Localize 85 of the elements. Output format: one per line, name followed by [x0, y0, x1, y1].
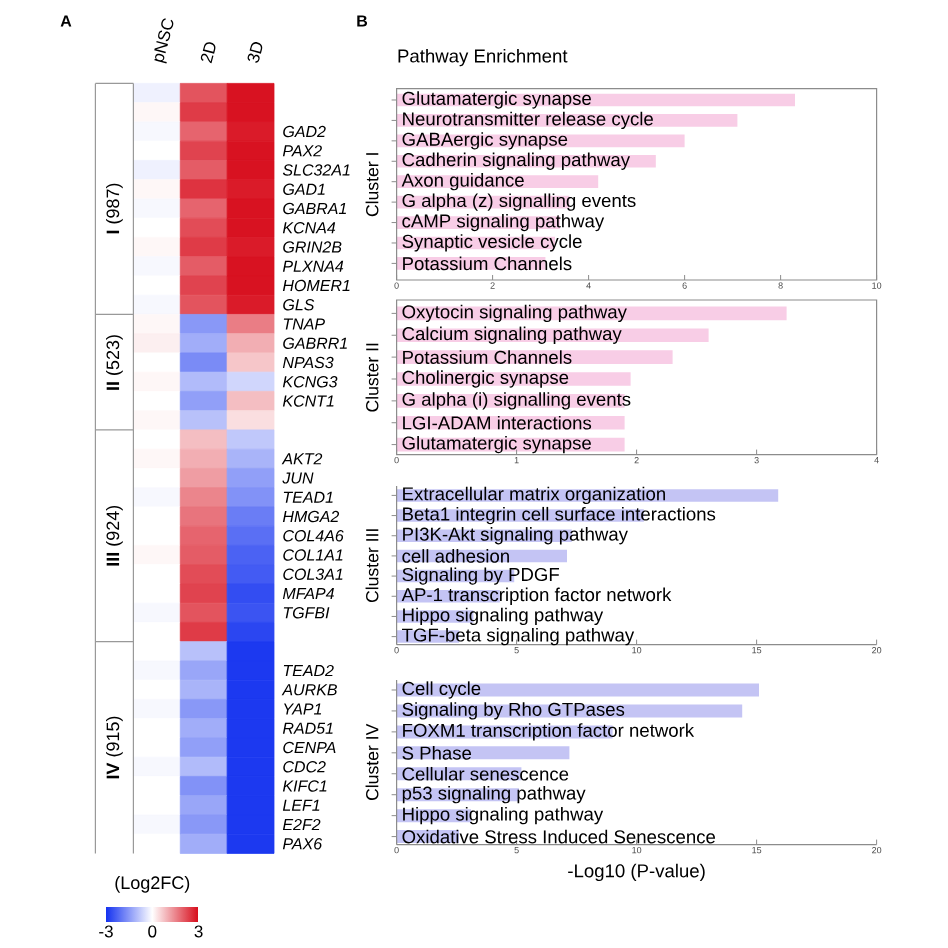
y2-tick-label: GABRA1 — [283, 202, 346, 215]
y2-tick-label: COL3A1 — [283, 568, 343, 580]
y-tick-label: III (924) — [106, 505, 123, 566]
y2-tick-label: HOMER1 — [282, 279, 350, 292]
y2-tick-label: AKT2 — [281, 453, 323, 465]
y-tick-label: Potassium Channels — [403, 256, 572, 271]
y2-tick-label: LEF1 — [282, 799, 320, 811]
x-tick-label: 2D — [200, 42, 216, 64]
y2-tick-label: COL1A1 — [283, 549, 343, 561]
y2-tick-label: RAD51 — [282, 722, 333, 734]
y2-tick-label: JUN — [282, 472, 314, 484]
y2-tick-label: KCNG3 — [282, 376, 338, 388]
y2-tick-label: PAX2 — [282, 145, 322, 157]
y-tick-label: Potassium Channels — [403, 350, 572, 364]
y-tick-label: Cadherin signaling pathway — [402, 152, 630, 170]
y2-tick-label: KCNA4 — [282, 222, 336, 234]
y-tick-label: cell adhesion — [402, 549, 509, 563]
y2-tick-label: KIFC1 — [282, 780, 327, 792]
y2-tick-label: SLC32A1 — [282, 164, 350, 176]
y-tick-label: GABAergic synapse — [402, 132, 568, 150]
y-tick-label: Glutamatergic synapse — [402, 435, 591, 454]
y-tick-label: Oxytocin signaling pathway — [402, 304, 627, 323]
y-tick-label: I (987) — [106, 183, 123, 234]
y2-tick-label: TEAD2 — [283, 664, 334, 677]
y-tick-label: Hippo signaling pathway — [403, 806, 604, 825]
y-tick-label: TGF-beta signaling pathway — [402, 627, 635, 646]
y-tick-label: Signaling by PDGF — [402, 567, 559, 585]
x-tick-label: 3D — [247, 42, 263, 63]
y2-tick-label: CENPA — [283, 741, 336, 754]
y2-tick-label: MFAP4 — [282, 588, 334, 600]
y-tick-label: G alpha (i) signalling events — [402, 392, 631, 410]
y2-tick-label: PLXNA4 — [282, 260, 344, 272]
y2-tick-label: TGFBI — [283, 607, 330, 619]
y2-tick-label: NPAS3 — [282, 356, 334, 369]
chart-title: Pathway Enrichment — [398, 48, 568, 67]
y2-tick-label: PAX6 — [282, 838, 323, 850]
y2-tick-label: AURKB — [281, 684, 337, 696]
y-tick-label: Signaling by Rho GTPases — [402, 702, 625, 720]
y2-tick-label: GRIN2B — [283, 241, 342, 253]
y2-tick-label: GAD2 — [283, 125, 326, 138]
y-tick-label: Calcium signaling pathway — [402, 326, 622, 344]
y2-tick-label: TEAD1 — [283, 491, 333, 503]
x-axis-title: -Log10 (P-value) — [568, 863, 705, 882]
y-tick-label: Cholinergic synapse — [402, 370, 569, 388]
y-tick-label: PI3K-Akt signaling pathway — [403, 527, 628, 545]
color-bar-label: -3 — [99, 925, 113, 938]
y-tick-label: Glutamatergic synapse — [402, 91, 591, 109]
y-tick-label: Cellular senescence — [402, 766, 569, 781]
y-tick-label: Neurotransmitter release cycle — [403, 111, 653, 130]
y-axis-title: Cluster II — [365, 343, 379, 412]
y2-tick-label: E2F2 — [282, 818, 321, 831]
y2-tick-label: CDC2 — [283, 761, 326, 773]
y2-tick-label: GAD1 — [283, 183, 325, 195]
y2-tick-label: HMGA2 — [282, 510, 340, 523]
y-tick-label: cAMP signaling pathway — [402, 213, 605, 232]
y-tick-label: LGI-ADAM interactions — [403, 415, 592, 430]
y-tick-label: Axon guidance — [401, 173, 524, 191]
text: B — [357, 15, 368, 27]
y-tick-label: S Phase — [402, 746, 472, 760]
y-tick-label: Beta1 integrin cell surface interactions — [403, 506, 716, 525]
y-tick-label: Hippo signaling pathway — [403, 607, 604, 626]
color-bar-label: 0 — [148, 925, 157, 938]
y-tick-label: IV (915) — [106, 716, 123, 779]
text: A — [60, 15, 72, 27]
color-bar-label: 3 — [194, 925, 203, 938]
y-axis-title: Cluster I — [365, 153, 379, 217]
y-tick-label: G alpha (z) signalling events — [402, 193, 636, 211]
x-tick-label: pNSC — [154, 18, 174, 64]
color-bar-title: (Log2FC) — [115, 875, 190, 893]
y-tick-label: Oxidative Stress Induced Senescence — [402, 829, 716, 844]
y2-tick-label: KCNT1 — [282, 395, 334, 407]
y-axis-title: Cluster IV — [365, 723, 379, 801]
y2-tick-label: YAP1 — [284, 703, 322, 715]
y-tick-label: Synaptic vesicle cycle — [402, 234, 582, 252]
y-tick-label: Extracellular matrix organization — [403, 486, 665, 505]
y-tick-label: FOXM1 transcription factor network — [403, 723, 695, 741]
y2-tick-label: TNAP — [283, 318, 325, 330]
y-axis-title: Cluster III — [365, 529, 379, 603]
y2-tick-label: GLS — [283, 299, 315, 311]
y-tick-label: Cell cycle — [402, 681, 481, 699]
y-tick-label: AP-1 transcription factor network — [401, 587, 672, 605]
y-tick-label: p53 signaling pathway — [402, 786, 586, 804]
y2-tick-label: COL4A6 — [283, 530, 344, 542]
y-tick-label: II (523) — [106, 335, 123, 390]
y2-tick-label: GABRR1 — [283, 337, 347, 349]
